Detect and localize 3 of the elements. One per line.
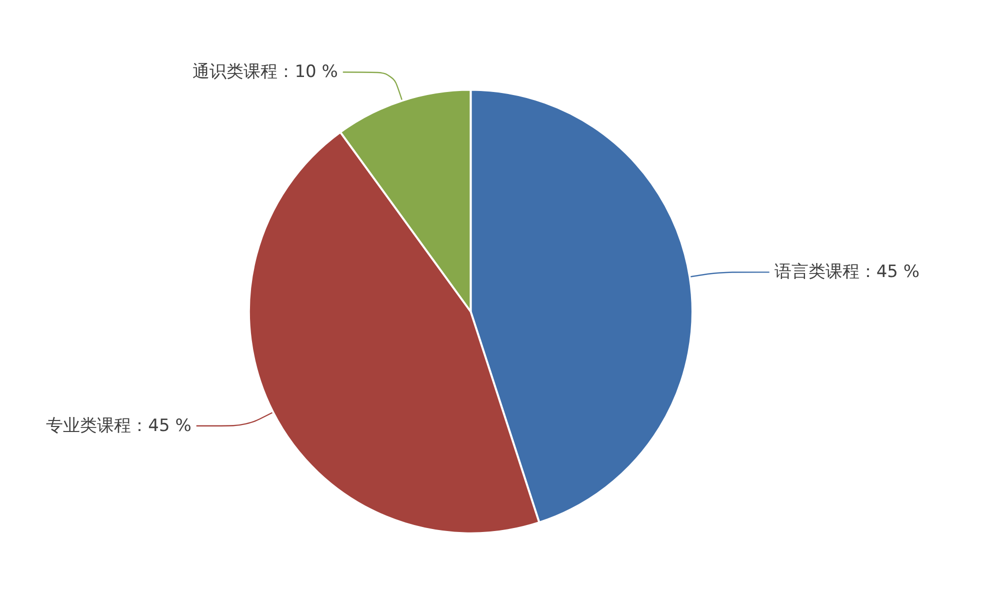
slice-label: 通识类课程：10 % <box>192 62 338 82</box>
slice-label: 语言类课程：45 % <box>774 262 920 282</box>
slice-label: 专业类课程：45 % <box>46 416 192 436</box>
